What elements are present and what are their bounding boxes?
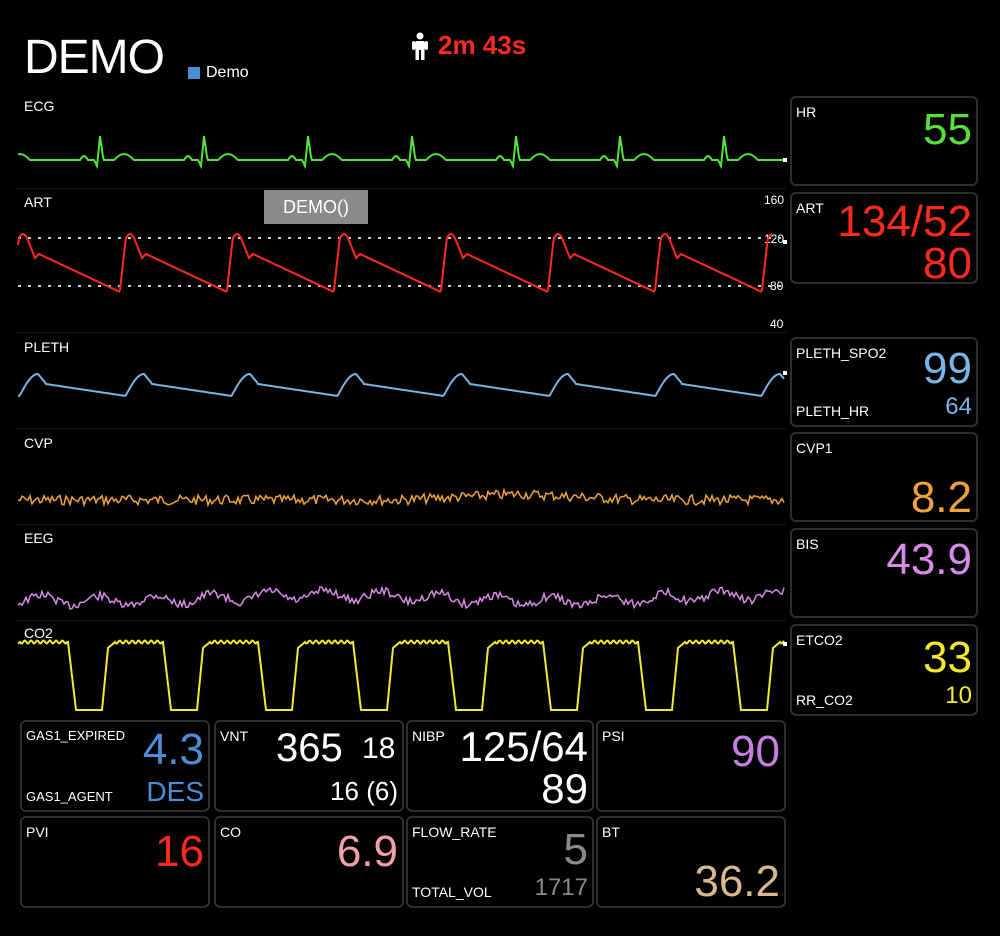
eeg-waveform [17,585,785,610]
legend-swatch [188,67,200,79]
art-value: 134/52 [837,197,972,246]
co-box[interactable]: CO 6.9 [214,816,404,908]
psi-label: PSI [602,728,625,744]
vnt-box[interactable]: VNT 365 18 16 (6) [214,720,404,812]
ecg-waveform [17,135,784,170]
bis-box[interactable]: BIS 43.9 [790,528,978,618]
vnt-tidal-volume: 365 [276,726,343,770]
etco2-value: 33 [923,633,972,682]
art-scale-40: 40 [770,317,784,331]
co-label: CO [220,824,241,840]
art-scale-160: 160 [764,193,785,207]
sweep-cursor [783,642,787,646]
divider [16,524,786,525]
total-vol-value: 1717 [534,874,588,901]
cvp-box[interactable]: CVP1 8.2 [790,432,978,522]
legend-label: Demo [206,64,249,81]
bt-value: 36.2 [694,857,780,906]
pleth-hr-value: 64 [945,393,972,420]
vnt-label: VNT [220,728,248,744]
spo2-label: PLETH_SPO2 [796,345,887,361]
wave-label-cvp: CVP [24,435,53,451]
wave-label-co2: CO2 [24,625,53,641]
divider [16,188,786,189]
hr-value: 55 [923,105,972,154]
pvi-box[interactable]: PVI 16 [20,816,210,908]
total-vol-label: TOTAL_VOL [412,884,492,900]
bis-label: BIS [796,536,819,552]
etco2-box[interactable]: ETCO2 33 RR_CO2 10 [790,624,978,716]
nibp-label: NIBP [412,728,445,744]
elapsed-timer: 2m 43s [412,30,526,61]
divider [16,620,786,621]
demo-tooltip[interactable]: DEMO() [264,190,368,224]
wave-label-ecg: ECG [24,98,55,114]
wave-label-pleth: PLETH [24,339,70,355]
divider [16,428,786,429]
psi-value: 90 [731,727,780,776]
bis-value: 43.9 [886,535,972,584]
vnt-peep: 16 (6) [330,776,398,806]
art-scale-80: 80 [770,279,784,293]
etco2-label: ETCO2 [796,632,843,648]
pleth-waveform [17,372,785,397]
person-icon [412,32,428,60]
cvp-value: 8.2 [910,473,972,522]
art-box[interactable]: ART 134/52 80 [790,192,978,288]
rr-co2-value: 10 [945,682,972,709]
page-title: DEMO [24,31,165,84]
spo2-value: 99 [923,344,972,393]
wave-label-art: ART [24,194,52,210]
psi-box[interactable]: PSI 90 [596,720,786,812]
spo2-box[interactable]: PLETH_SPO2 99 PLETH_HR 64 [790,337,978,427]
art-waveform [17,232,773,293]
co2-waveform [17,639,785,711]
art-label: ART [796,200,824,216]
rr-co2-label: RR_CO2 [796,692,853,708]
flow-rate-value: 5 [563,825,588,874]
bt-label: BT [602,824,620,840]
hr-box[interactable]: HR 55 [790,96,978,186]
cvp-label: CVP1 [796,440,833,456]
pvi-label: PVI [26,824,49,840]
wave-label-eeg: EEG [24,530,54,546]
cvp-waveform [17,487,785,508]
gas-agent-value: DES [146,776,204,807]
nibp-mean: 89 [541,765,588,812]
flow-box[interactable]: FLOW_RATE 5 TOTAL_VOL 1717 [406,816,594,908]
gas-box[interactable]: GAS1_EXPIRED 4.3 GAS1_AGENT DES [20,720,210,812]
pleth-hr-label: PLETH_HR [796,403,870,419]
elapsed-time: 2m 43s [438,30,527,60]
sweep-cursor [783,240,787,244]
legend: Demo [188,64,249,82]
gas-expired-label: GAS1_EXPIRED [26,728,125,743]
divider [16,332,786,333]
sweep-cursor [783,158,787,162]
flow-rate-label: FLOW_RATE [412,824,497,840]
nibp-value: 125/64 [459,723,588,770]
hr-label: HR [796,104,817,120]
gas-expired-value: 4.3 [142,725,204,774]
co-value: 6.9 [336,827,398,876]
sweep-cursor [783,371,787,375]
vnt-rate: 18 [362,732,396,765]
bt-box[interactable]: BT 36.2 [596,816,786,908]
gas-agent-label: GAS1_AGENT [26,789,113,804]
pvi-value: 16 [155,827,204,876]
nibp-box[interactable]: NIBP 125/64 89 [406,720,594,812]
art-mean: 80 [923,239,972,288]
